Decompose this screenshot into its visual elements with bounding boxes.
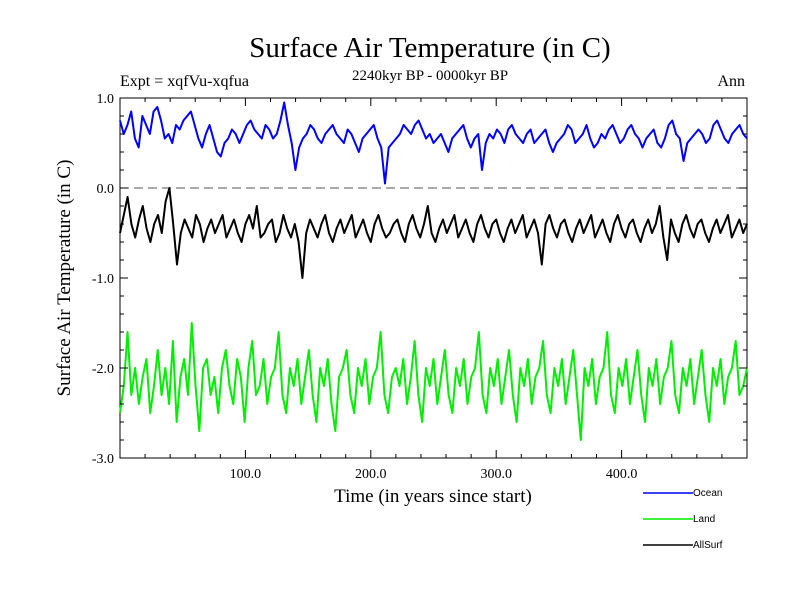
x-axis: 100.0 200.0 300.0 400.0 (144, 98, 723, 482)
plot-frame (119, 97, 748, 459)
legend: Ocean Land AllSurf (643, 488, 723, 551)
y-tick-label: -1.0 (92, 272, 114, 287)
legend-allsurf-label: AllSurf (693, 540, 723, 551)
chart-title: Surface Air Temperature (in C) (249, 32, 610, 64)
y-axis-label: Surface Air Temperature (in C) (54, 160, 75, 397)
series-line-land (119, 322, 748, 441)
x-tick-label: 200.0 (355, 467, 387, 482)
series-line-ocean (119, 101, 748, 185)
y-tick-label: -2.0 (92, 362, 114, 377)
x-tick-label: 300.0 (480, 467, 512, 482)
season-label: Ann (717, 73, 745, 90)
x-tick-label: 400.0 (606, 467, 638, 482)
x-axis-label: Time (in years since start) (334, 486, 532, 507)
y-tick-label: -3.0 (92, 452, 114, 467)
y-tick-label: 1.0 (97, 92, 115, 107)
legend-land-label: Land (693, 514, 715, 525)
series-line-allsurf (119, 187, 748, 279)
chart-subtitle: 2240kyr BP - 0000kyr BP (352, 68, 508, 84)
series-layer (119, 101, 748, 441)
x-tick-label: 100.0 (230, 467, 262, 482)
legend-ocean-label: Ocean (693, 488, 722, 499)
y-axis: 1.0 0.0 -1.0 -2.0 -3.0 (92, 92, 747, 467)
experiment-label: Expt = xqfVu-xqfua (120, 73, 249, 90)
y-tick-label: 0.0 (97, 182, 115, 197)
